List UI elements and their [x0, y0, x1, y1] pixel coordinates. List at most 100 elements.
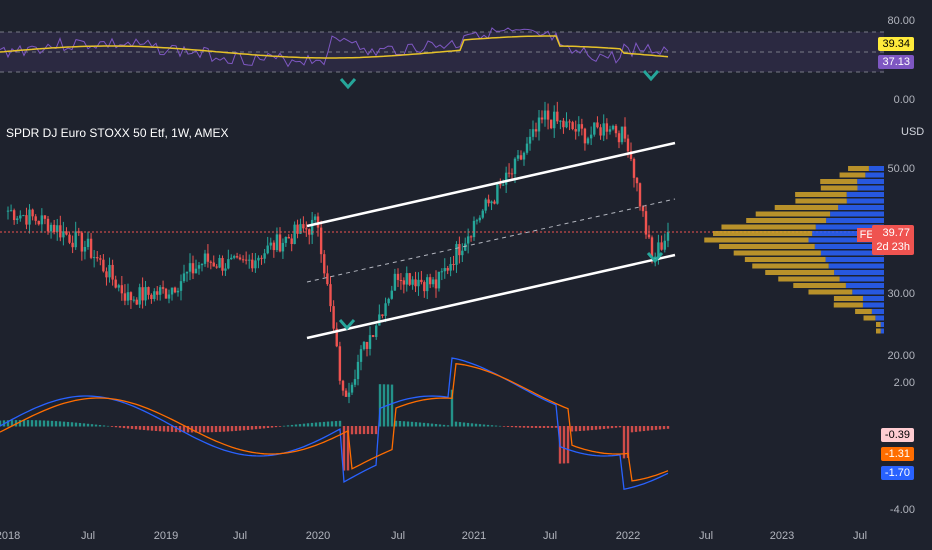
- macd-histogram-bar: [98, 425, 102, 427]
- volume-profile-down: [752, 263, 829, 269]
- macd-histogram-bar: [362, 426, 366, 435]
- volume-profile-up: [857, 185, 884, 191]
- rsi-tick-0: 0.00: [893, 94, 915, 106]
- candle-body: [182, 273, 186, 282]
- candle-body: [156, 291, 159, 295]
- macd-tick-neg4: -4.00: [889, 504, 915, 516]
- macd-histogram-bar: [278, 426, 282, 427]
- candle-body: [499, 184, 502, 186]
- macd-histogram-bar: [650, 426, 654, 431]
- volume-profile-up: [865, 172, 884, 178]
- macd-histogram-bar: [630, 426, 634, 433]
- macd-histogram-bar: [398, 421, 402, 427]
- candle-body: [111, 264, 114, 280]
- candle-body: [232, 256, 236, 258]
- volume-profile-down: [793, 283, 846, 288]
- currency-label[interactable]: USD: [901, 126, 925, 138]
- macd-histogram-bar: [614, 426, 618, 428]
- candle-body: [399, 279, 403, 281]
- candle-body: [227, 259, 230, 269]
- volume-profile-up: [880, 328, 884, 334]
- candle-body: [46, 218, 50, 232]
- volume-profile-down: [820, 179, 858, 184]
- volume-profile-down: [778, 276, 840, 282]
- volume-profile-up: [820, 250, 884, 256]
- candle-body: [568, 121, 571, 123]
- macd-histogram-bar: [122, 426, 126, 429]
- candle-body: [455, 244, 458, 265]
- candle-body: [194, 268, 198, 274]
- candle-body: [302, 224, 305, 229]
- rsi-ma-badge: 39.34: [878, 37, 914, 51]
- macd-histogram-bar: [654, 426, 658, 430]
- macd-histogram-bar: [442, 424, 446, 427]
- candle-body: [251, 259, 254, 269]
- volume-profile-up: [862, 302, 884, 308]
- macd-histogram-bar: [270, 426, 274, 428]
- macd-histogram-bar: [550, 426, 554, 428]
- candle-body: [537, 117, 541, 132]
- volume-profile-down: [719, 244, 815, 249]
- macd-histogram-bar: [234, 426, 238, 431]
- candle-body: [359, 349, 363, 362]
- macd-histogram-bar: [382, 384, 386, 427]
- macd-histogram-bar: [58, 421, 62, 427]
- macd-histogram-bar: [198, 426, 202, 433]
- candle-body: [428, 277, 432, 285]
- candle-body: [657, 242, 660, 257]
- time-tick: 2020: [305, 530, 331, 542]
- macd-histogram-bar: [282, 425, 286, 427]
- volume-profile-down: [795, 192, 847, 197]
- candle-body: [443, 268, 446, 272]
- candle-body: [586, 138, 590, 144]
- candle-body: [396, 273, 400, 280]
- candle-body: [80, 232, 84, 252]
- candle-body: [458, 244, 461, 256]
- candle-body: [493, 201, 496, 204]
- candle-body: [368, 335, 372, 349]
- macd-histogram-bar: [206, 426, 210, 433]
- macd-histogram-bar: [598, 426, 602, 430]
- candle-body: [221, 258, 224, 271]
- candle-body: [387, 298, 390, 304]
- macd-histogram-bar: [430, 423, 434, 427]
- candle-body: [513, 158, 517, 174]
- candle-body: [353, 379, 357, 385]
- candle-body: [319, 227, 323, 255]
- candle-body: [34, 216, 37, 221]
- candle-body: [608, 129, 612, 132]
- volume-profile-up: [846, 192, 884, 197]
- macd-histogram-bar: [414, 422, 418, 427]
- candle-body: [209, 261, 213, 263]
- chart-title: SPDR DJ Euro STOXX 50 Etf, 1W, AMEX: [6, 126, 229, 140]
- channel-mid: [306, 198, 676, 283]
- volume-profile-down: [855, 309, 872, 314]
- candle-body: [543, 110, 547, 120]
- volume-profile-up: [875, 315, 884, 321]
- candle-body: [666, 232, 670, 241]
- candle-body: [117, 285, 120, 288]
- candle-body: [440, 271, 444, 273]
- candle-body: [534, 129, 538, 132]
- volume-profile-up: [815, 224, 884, 230]
- candle-body: [475, 220, 479, 222]
- macd-histogram-bar: [34, 420, 38, 427]
- candle-body: [164, 288, 168, 299]
- candle-body: [338, 346, 342, 381]
- candle-body: [344, 390, 348, 397]
- macd-histogram-bar: [66, 421, 70, 427]
- candle-body: [375, 325, 378, 337]
- candle-body: [464, 243, 467, 251]
- candle-body: [12, 210, 16, 221]
- candle-body: [269, 242, 272, 246]
- candle-body: [176, 290, 180, 293]
- candle-body: [158, 287, 162, 295]
- candle-body: [287, 237, 290, 239]
- channel-upper: [306, 141, 676, 228]
- candle-body: [559, 120, 562, 122]
- macd-histogram-bar: [342, 426, 346, 471]
- macd-histogram-bar: [242, 426, 246, 431]
- macd-histogram-bar: [102, 425, 106, 427]
- macd-histogram-bar: [526, 426, 530, 428]
